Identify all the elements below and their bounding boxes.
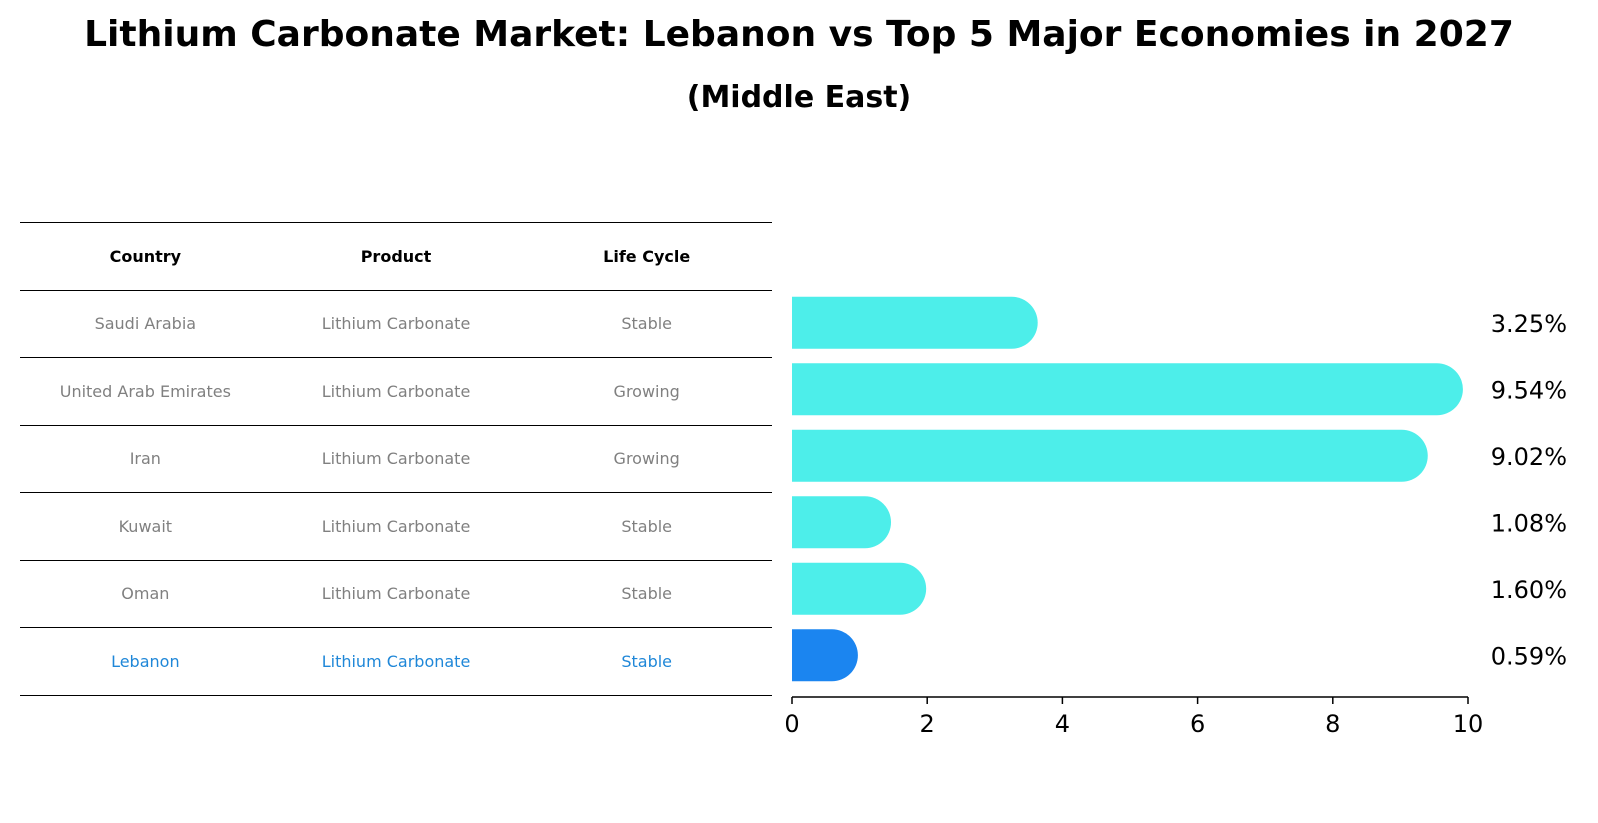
country-cell: Lebanon (111, 651, 180, 671)
bar (792, 296, 1038, 349)
life-cycle-cell: Stable (621, 651, 673, 671)
life-cycle-cell: Stable (621, 314, 673, 334)
value-label: 3.25% (1491, 310, 1567, 338)
product-cell: Lithium Carbonate (321, 516, 471, 536)
x-tick-label: 0 (784, 710, 799, 738)
product-cell: Lithium Carbonate (321, 314, 471, 334)
x-tick-label: 8 (1325, 710, 1340, 738)
country-cell: Kuwait (118, 516, 173, 536)
bar (792, 496, 892, 549)
product-cell: Lithium Carbonate (321, 584, 471, 604)
product-cell: Lithium Carbonate (321, 449, 471, 469)
value-label: 9.02% (1491, 443, 1567, 471)
value-label: 9.54% (1491, 376, 1567, 404)
table-row: United Arab Emirates Lithium Carbonate G… (20, 358, 772, 426)
product-cell: Lithium Carbonate (321, 381, 471, 401)
value-label: 1.08% (1491, 509, 1567, 537)
country-cell: Oman (121, 584, 170, 604)
x-tick-label: 2 (920, 710, 935, 738)
life-cycle-cell: Growing (613, 381, 680, 401)
country-cell: Saudi Arabia (94, 314, 197, 334)
table-row: Iran Lithium Carbonate Growing (20, 426, 772, 493)
x-tick-label: 10 (1453, 710, 1484, 738)
bar (792, 363, 1463, 416)
country-cell: Iran (129, 449, 161, 469)
life-cycle-cell: Growing (613, 449, 680, 469)
chart-subtitle: (Middle East) (686, 80, 912, 115)
bar (792, 429, 1428, 482)
table-row: Saudi Arabia Lithium Carbonate Stable (20, 291, 772, 358)
chart-title: Lithium Carbonate Market: Lebanon vs Top… (84, 14, 1514, 55)
table-row: Kuwait Lithium Carbonate Stable (20, 493, 772, 561)
country-cell: United Arab Emirates (59, 381, 231, 401)
header-product: Product (360, 246, 432, 266)
value-label: 0.59% (1491, 642, 1567, 670)
bar (792, 629, 858, 682)
value-label: 1.60% (1491, 576, 1567, 604)
product-cell: Lithium Carbonate (321, 651, 471, 671)
x-tick-label: 6 (1190, 710, 1205, 738)
header-country: Country (109, 246, 182, 266)
table-row-highlight: Lebanon Lithium Carbonate Stable (20, 628, 772, 696)
table-row: Oman Lithium Carbonate Stable (20, 561, 772, 628)
bar (792, 562, 927, 615)
data-table: Country Product Life Cycle Saudi Arabia … (20, 222, 772, 696)
header-life-cycle: Life Cycle (603, 246, 691, 266)
table-header-row: Country Product Life Cycle (20, 222, 772, 291)
life-cycle-cell: Stable (621, 516, 673, 536)
life-cycle-cell: Stable (621, 584, 673, 604)
x-tick-label: 4 (1055, 710, 1070, 738)
